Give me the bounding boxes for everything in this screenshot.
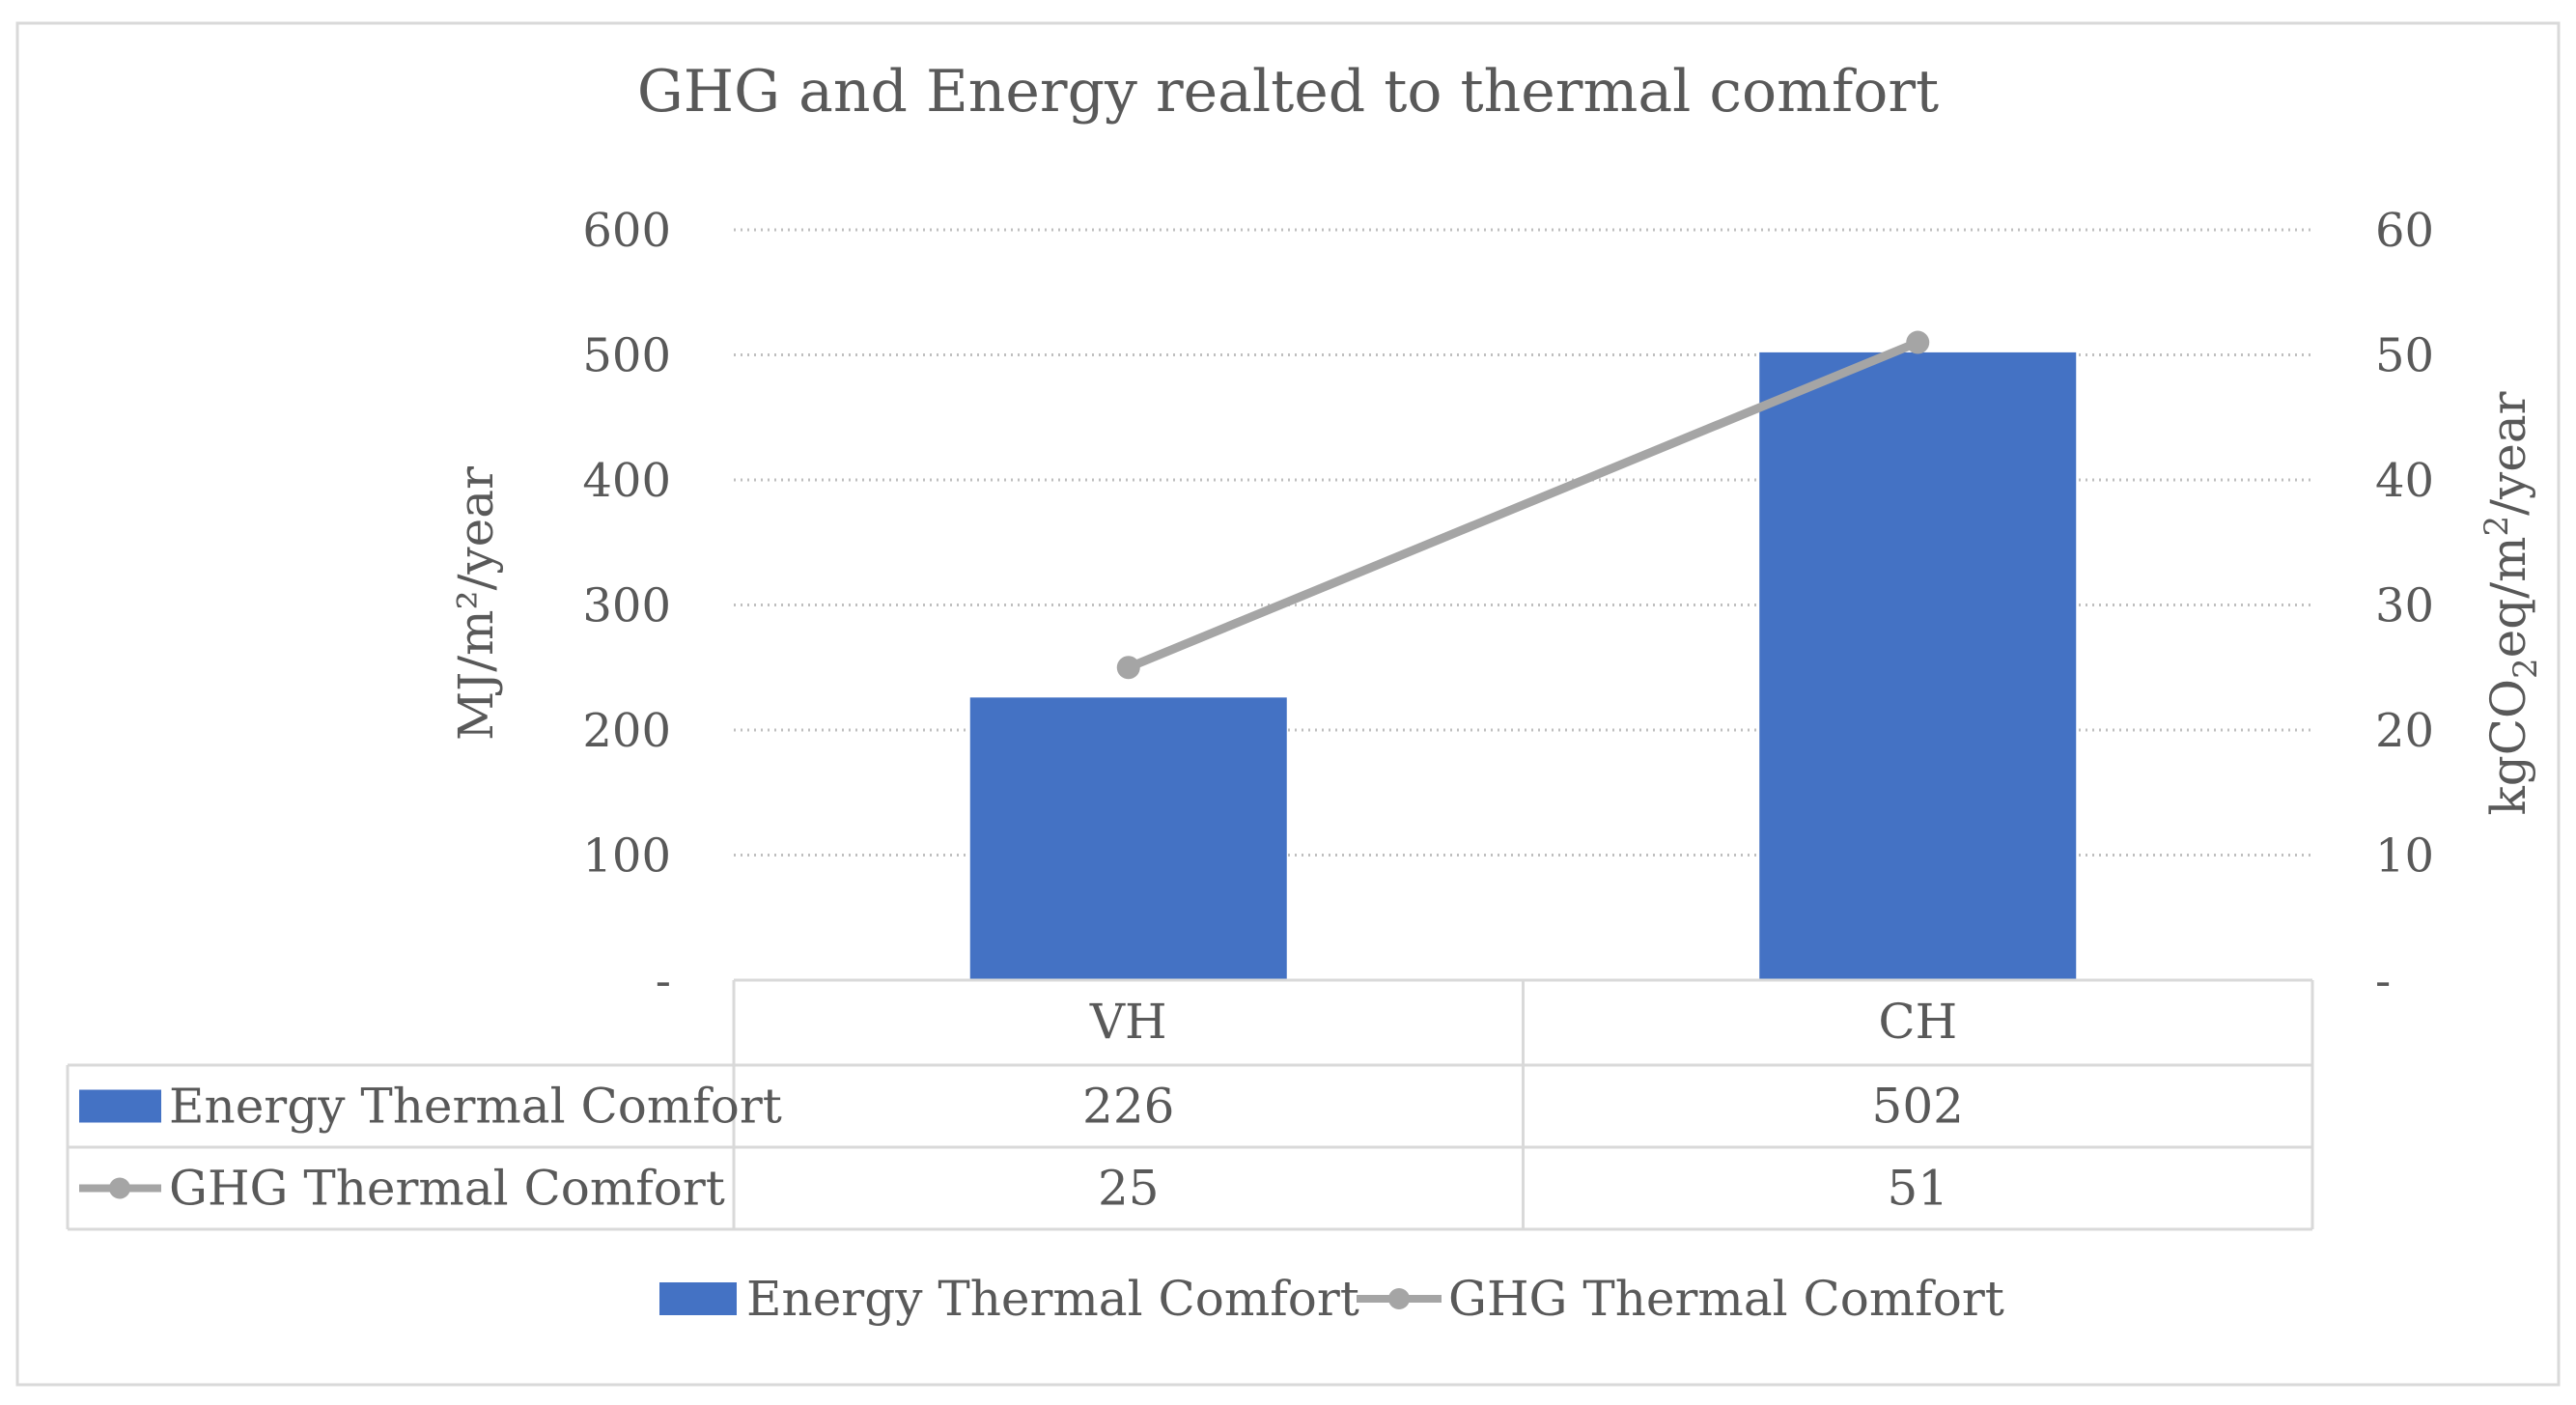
line-series xyxy=(1116,330,1930,680)
bar xyxy=(969,697,1287,980)
line-point xyxy=(1906,330,1930,354)
right-axis-ticks: 60 50 40 30 20 10 - xyxy=(2375,204,2434,1008)
table-legend-key-bar xyxy=(79,1089,161,1123)
right-tick-label: 10 xyxy=(2375,829,2434,884)
chart-frame xyxy=(15,21,2561,1387)
legend-label: Energy Thermal Comfort xyxy=(746,1271,1359,1327)
left-axis-title: MJ/m²/year xyxy=(448,466,504,741)
left-tick-label: 300 xyxy=(582,579,671,633)
left-tick-label: 400 xyxy=(582,454,671,508)
bar xyxy=(1759,351,2077,980)
category-label: VH xyxy=(1089,994,1167,1050)
table-row-label: GHG Thermal Comfort xyxy=(169,1161,725,1217)
right-tick-label: 30 xyxy=(2375,579,2434,633)
right-tick-label: 60 xyxy=(2375,204,2434,258)
right-axis-title-part-3: /year xyxy=(2480,391,2536,515)
left-tick-label: 500 xyxy=(582,329,671,383)
data-table: VH CH Energy Thermal Comfort 226 502 GHG Ther… xyxy=(66,978,2314,1231)
left-axis-ticks: 600 500 400 300 200 100 - xyxy=(582,204,671,1008)
line-point xyxy=(1116,656,1140,680)
bar-series xyxy=(969,351,2077,980)
legend-key-marker xyxy=(1388,1288,1410,1309)
left-tick-label: 100 xyxy=(582,829,671,884)
left-tick-label-zero: - xyxy=(656,954,671,1008)
category-label: CH xyxy=(1878,994,1957,1050)
table-cell: 502 xyxy=(1872,1079,1964,1135)
left-tick-label: 200 xyxy=(582,704,671,758)
line-path xyxy=(1124,338,1922,672)
table-cell: 51 xyxy=(1887,1161,1948,1217)
right-tick-label: 40 xyxy=(2375,454,2434,508)
legend: Energy Thermal Comfort GHG Thermal Comfor… xyxy=(659,1271,2004,1327)
legend-label: GHG Thermal Comfort xyxy=(1448,1271,2004,1327)
right-tick-label: 20 xyxy=(2375,704,2434,758)
right-axis-title: kgCO2eq/m2/year xyxy=(2478,391,2545,815)
table-cell: 25 xyxy=(1098,1161,1160,1217)
right-axis-title-superscript: 2 xyxy=(2478,516,2516,537)
table-cell: 226 xyxy=(1082,1079,1174,1135)
right-axis-title-part-1: kgCO xyxy=(2480,679,2536,816)
table-legend-key-marker xyxy=(109,1177,130,1199)
table-row-label: Energy Thermal Comfort xyxy=(169,1079,782,1135)
right-tick-label-zero: - xyxy=(2375,954,2391,1008)
left-tick-label: 600 xyxy=(582,204,671,258)
right-tick-label: 50 xyxy=(2375,329,2434,383)
legend-key-bar xyxy=(659,1282,737,1315)
chart-title: GHG and Energy realted to thermal comfor… xyxy=(637,58,1939,126)
right-axis-title-part-2: eq/m xyxy=(2480,536,2536,658)
right-axis-title-subscript: 2 xyxy=(2506,658,2545,679)
